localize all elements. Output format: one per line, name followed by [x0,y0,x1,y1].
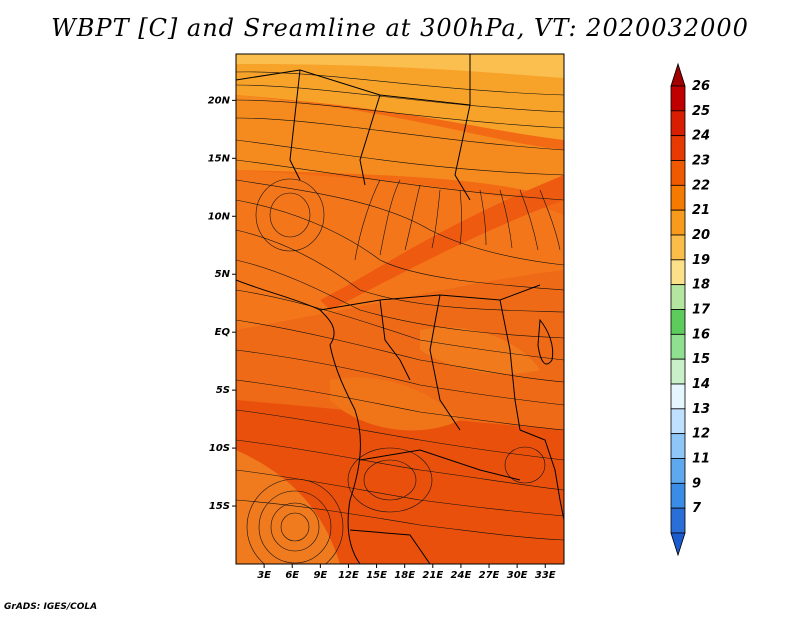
streamlines [236,71,564,564]
latitude-axis: 20N 15N 10N 5N EQ 5S 10S 15S [208,95,236,512]
colorbar-label: 15 [692,352,710,367]
lon-tick-label: 30E [507,570,528,581]
colorbar: 26 25 24 23 22 21 20 19 18 17 16 15 14 13 12 11 9 7 [670,62,711,557]
colorbar-swatch [670,482,686,509]
colorbar-swatch [670,408,686,435]
lon-tick-label: 33E [535,570,556,581]
colorbar-bottom-arrow [670,532,686,557]
lat-tick-label: 5N [215,269,231,280]
colorbar-label: 19 [692,253,710,268]
lon-tick-label: 27E [479,570,500,581]
lon-tick-label: 9E [313,570,327,581]
lon-tick-label: 12E [338,570,359,581]
lat-tick-label: 20N [208,95,231,106]
colorbar-swatch [670,383,686,410]
colorbar-label: 20 [692,228,710,243]
colorbar-swatch [670,160,686,186]
colorbar-swatch [670,259,686,286]
colorbar-swatch [670,284,686,310]
colorbar-label: 24 [692,129,710,144]
map-title: WBPT [C] and Sreamline at 300hPa, VT: 20… [51,14,749,42]
lon-tick-label: 15E [366,570,387,581]
lon-tick-label: 3E [257,570,271,581]
colorbar-label: 16 [692,327,710,342]
colorbar-label: 9 [692,476,701,491]
colorbar-label: 7 [692,501,702,516]
lat-tick-label: EQ [215,327,231,338]
colorbar-swatch [670,85,686,112]
colorbar-label: 25 [692,104,710,119]
wbpt-shading [236,54,564,564]
colorbar-swatch [670,458,686,484]
lon-tick-label: 18E [394,570,415,581]
colorbar-label: 22 [692,178,710,193]
colorbar-swatch [670,507,686,534]
lat-tick-label: 15N [208,153,231,164]
colorbar-label: 18 [692,278,710,293]
lat-tick-label: 5S [216,385,230,396]
colorbar-label: 14 [692,377,710,392]
colorbar-label: 11 [692,452,710,467]
colorbar-label: 13 [692,402,710,417]
country-borders [236,54,564,564]
credit-text: GrADS: IGES/COLA [4,602,98,612]
lon-tick-label: 21E [422,570,443,581]
colorbar-swatch [670,234,686,261]
lat-tick-label: 15S [209,501,230,512]
colorbar-swatch [670,333,686,360]
colorbar-swatch [670,184,686,211]
colorbar-label: 12 [692,427,710,442]
colorbar-swatch [670,358,686,385]
longitude-axis: 3E 6E 9E 12E 15E 18E 21E 24E 27E 30E 33E [257,564,556,581]
lat-tick-label: 10N [208,211,231,222]
lon-tick-label: 24E [451,570,472,581]
colorbar-swatch [670,135,686,161]
colorbar-swatch [670,309,686,335]
colorbar-label: 21 [692,203,710,218]
colorbar-label: 17 [692,303,711,318]
colorbar-top-arrow [670,62,686,87]
lat-tick-label: 10S [209,443,230,454]
colorbar-swatch [670,433,686,459]
colorbar-swatch [670,110,686,137]
lon-tick-label: 6E [285,570,299,581]
colorbar-label: 23 [692,154,710,169]
map-frame [235,53,565,565]
colorbar-swatch [670,209,686,236]
colorbar-label: 26 [692,79,710,94]
